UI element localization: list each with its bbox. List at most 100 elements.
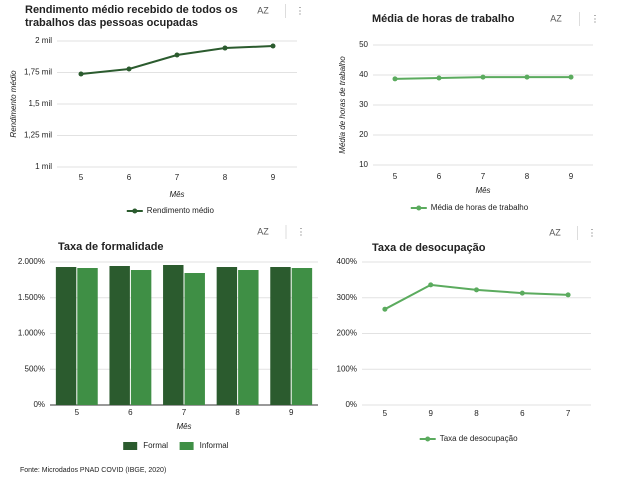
y-tick-label: 0% bbox=[345, 400, 357, 409]
x-tick-label: 9 bbox=[569, 172, 574, 181]
y-tick-label: 40 bbox=[359, 70, 368, 79]
sort-icon: AZ bbox=[257, 226, 269, 236]
x-tick-label: 9 bbox=[289, 408, 294, 417]
point bbox=[428, 282, 434, 288]
point bbox=[392, 76, 398, 82]
y-tick-label: 30 bbox=[359, 100, 368, 109]
bar bbox=[291, 268, 313, 405]
menu-icon: ⋮ bbox=[296, 5, 305, 15]
legend-dot bbox=[132, 208, 138, 214]
point bbox=[222, 45, 228, 51]
x-tick-label: 7 bbox=[566, 409, 571, 418]
x-tick-label: 6 bbox=[520, 409, 525, 418]
chart-title-box: Rendimento médio recebido de todos os tr… bbox=[25, 4, 238, 29]
y-tick-label: 0% bbox=[33, 400, 45, 409]
bar bbox=[77, 268, 98, 405]
point bbox=[480, 74, 486, 80]
x-tick-label: 6 bbox=[128, 408, 133, 417]
x-tick-label: 9 bbox=[271, 173, 276, 182]
point bbox=[174, 52, 180, 58]
bar bbox=[55, 267, 77, 405]
chart-panel: Taxa de desocupação AZ ⋮ 0% 100% 200% 300% 400%… bbox=[337, 226, 597, 443]
x-tick-label: 8 bbox=[223, 173, 228, 182]
bar bbox=[216, 267, 238, 405]
y-tick-label: 1,75 mil bbox=[24, 68, 52, 77]
chart-title: Taxa de desocupação bbox=[372, 242, 486, 254]
legend-dot bbox=[425, 436, 431, 442]
bar bbox=[270, 267, 291, 405]
y-tick-label: 2 mil bbox=[35, 36, 52, 45]
bar bbox=[130, 270, 152, 405]
bar bbox=[238, 270, 259, 405]
chart-title: Média de horas de trabalho bbox=[372, 13, 515, 25]
bar bbox=[109, 266, 130, 405]
x-tick-label: 8 bbox=[525, 172, 530, 181]
x-tick-label: 6 bbox=[437, 172, 442, 181]
point bbox=[436, 75, 442, 81]
y-tick-label: 10 bbox=[359, 160, 368, 169]
x-tick-label: 7 bbox=[481, 172, 486, 181]
chart-title: Rendimento médio recebido de todos os tr… bbox=[25, 4, 238, 29]
menu-icon: ⋮ bbox=[297, 226, 306, 236]
sort-icon: AZ bbox=[550, 13, 562, 23]
point bbox=[568, 74, 574, 80]
y-tick-label: 500% bbox=[25, 364, 45, 373]
sort-icon: AZ bbox=[549, 227, 561, 237]
x-tick-label: 5 bbox=[393, 172, 398, 181]
x-tick-label: 7 bbox=[182, 408, 187, 417]
legend-label: Informal bbox=[200, 441, 229, 450]
y-tick-label: 1,5 mil bbox=[28, 99, 52, 108]
point bbox=[382, 306, 388, 312]
y-tick-label: 400% bbox=[337, 257, 357, 266]
bar bbox=[184, 273, 205, 405]
x-axis-title: Mês bbox=[176, 422, 191, 431]
x-axis-title: Mês bbox=[169, 190, 184, 199]
y-tick-label: 50 bbox=[359, 40, 368, 49]
point bbox=[474, 287, 479, 293]
point bbox=[78, 71, 84, 77]
y-tick-label: 1.000% bbox=[18, 329, 45, 338]
x-tick-label: 6 bbox=[127, 173, 132, 182]
legend-label: Formal bbox=[143, 441, 168, 450]
x-tick-label: 5 bbox=[75, 408, 80, 417]
menu-icon: ⋮ bbox=[591, 13, 600, 23]
point bbox=[524, 74, 530, 80]
legend-label: Média de horas de trabalho bbox=[431, 203, 529, 212]
point bbox=[126, 66, 132, 72]
chart-panel: Média de horas de trabalho AZ ⋮ 10 20 30 40 50 M… bbox=[338, 12, 600, 212]
legend-swatch bbox=[123, 442, 138, 450]
legend-swatch bbox=[179, 442, 194, 450]
y-axis-title: Média de horas de trabalho bbox=[338, 56, 347, 154]
y-axis-title: Rendimento médio bbox=[9, 70, 18, 138]
chart-title: Taxa de formalidade bbox=[58, 241, 164, 253]
line bbox=[80, 45, 274, 76]
menu-icon: ⋮ bbox=[588, 227, 597, 237]
chart-panel: Rendimento médio recebido de todos os tr… bbox=[9, 4, 305, 215]
legend-dot bbox=[416, 205, 422, 211]
sort-icon: AZ bbox=[257, 5, 269, 15]
y-tick-label: 100% bbox=[337, 364, 357, 373]
legend-label: Rendimento médio bbox=[147, 206, 215, 215]
x-tick-label: 8 bbox=[235, 408, 240, 417]
y-tick-label: 1,25 mil bbox=[24, 131, 52, 140]
y-tick-label: 20 bbox=[359, 130, 368, 139]
y-tick-label: 300% bbox=[337, 293, 357, 302]
bar bbox=[163, 265, 184, 405]
y-tick-label: 2.000% bbox=[18, 257, 45, 266]
y-tick-label: 200% bbox=[337, 329, 357, 338]
x-tick-label: 7 bbox=[175, 173, 180, 182]
x-tick-label: 5 bbox=[79, 173, 84, 182]
chart-panel: Taxa de formalidade AZ ⋮ 0% 500% 1.000% 1.500%… bbox=[18, 225, 318, 450]
x-axis-title: Mês bbox=[475, 186, 490, 195]
x-tick-label: 8 bbox=[474, 409, 479, 418]
point bbox=[519, 290, 525, 296]
legend-label: Taxa de desocupação bbox=[440, 434, 518, 443]
point bbox=[565, 292, 571, 298]
point bbox=[270, 43, 276, 49]
source-note: Fonte: Microdados PNAD COVID (IBGE, 2020… bbox=[20, 467, 166, 474]
y-tick-label: 1 mil bbox=[35, 162, 52, 171]
x-tick-label: 5 bbox=[383, 409, 388, 418]
x-tick-label: 9 bbox=[428, 409, 433, 418]
y-tick-label: 1.500% bbox=[18, 293, 45, 302]
